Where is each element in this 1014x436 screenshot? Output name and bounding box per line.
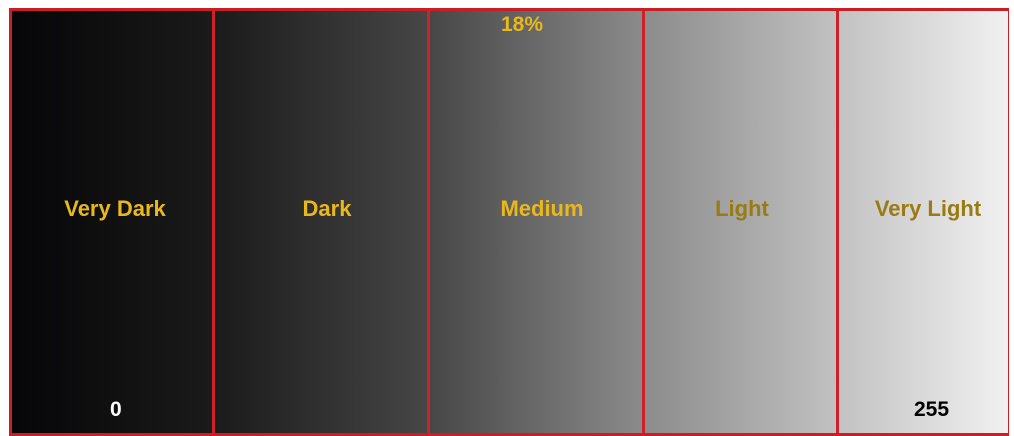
zone-label-medium: Medium: [500, 196, 584, 221]
zone-divider-2: [427, 11, 430, 433]
zone-label-very-dark: Very Dark: [64, 196, 166, 221]
zone-divider-3: [642, 11, 645, 433]
middle-gray-percent-label: 18%: [500, 13, 544, 36]
max-value-label: 255: [914, 398, 950, 421]
zone-label-dark: Dark: [302, 196, 352, 221]
min-value-label: 0: [110, 398, 122, 421]
zone-divider-1: [212, 11, 215, 433]
zone-label-very-light: Very Light: [874, 196, 982, 221]
tonal-scale: [9, 8, 1009, 436]
zone-divider-4: [836, 11, 839, 433]
zone-label-light: Light: [715, 196, 769, 221]
